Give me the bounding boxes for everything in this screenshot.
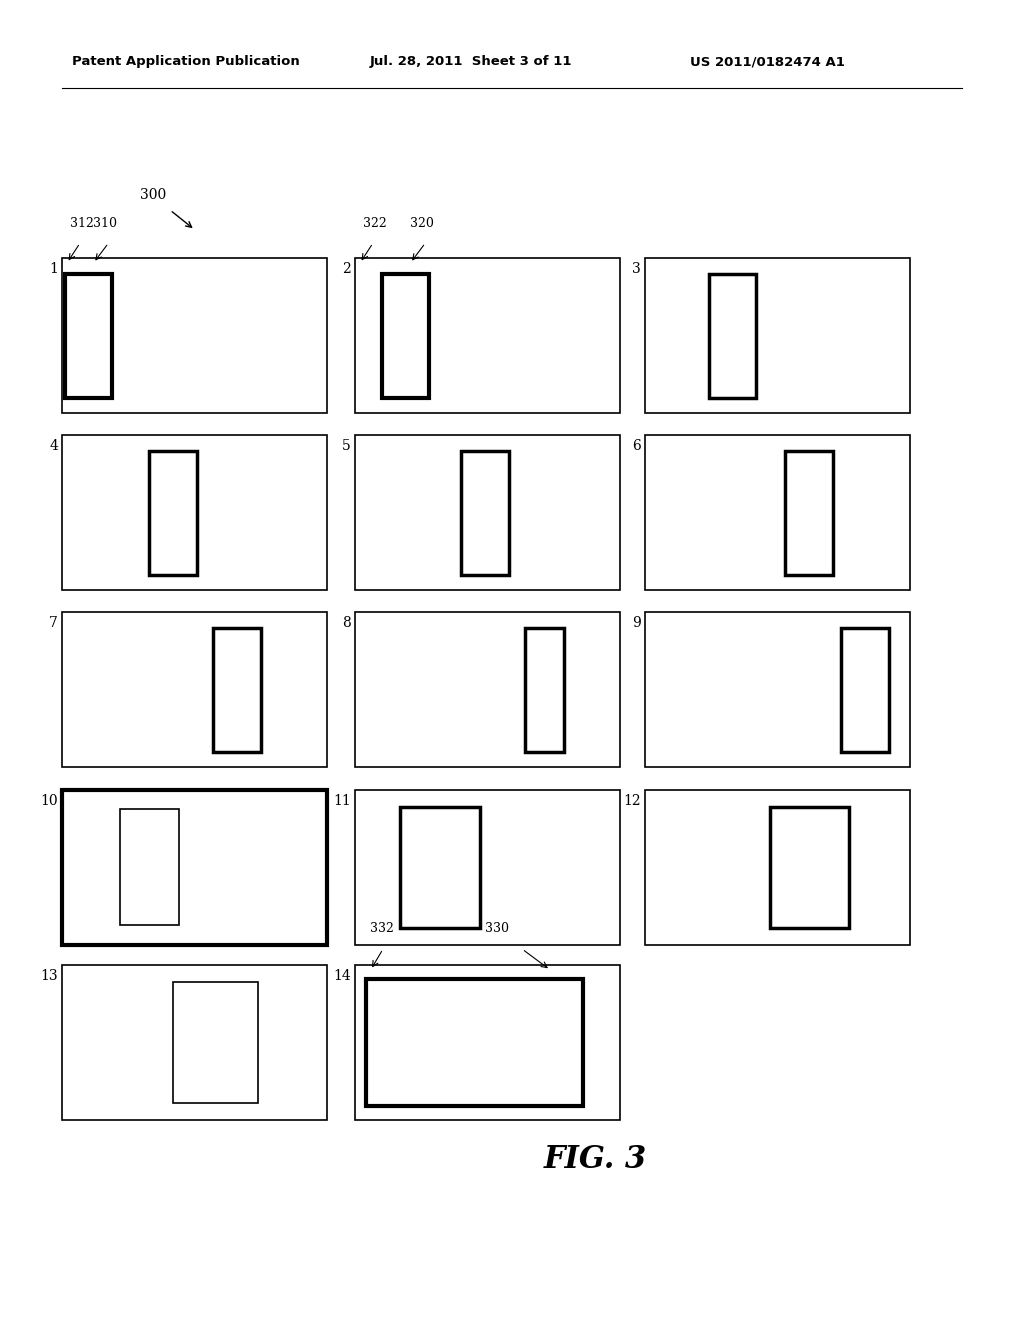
Text: 310: 310: [93, 216, 118, 230]
Text: 4: 4: [49, 440, 58, 453]
Text: 312: 312: [70, 216, 94, 230]
Bar: [785, 450, 834, 574]
Text: 3: 3: [632, 261, 641, 276]
Bar: [62, 612, 327, 767]
Text: 5: 5: [342, 440, 351, 453]
Bar: [366, 979, 583, 1106]
Text: 9: 9: [632, 616, 641, 630]
Text: Jul. 28, 2011  Sheet 3 of 11: Jul. 28, 2011 Sheet 3 of 11: [370, 55, 572, 69]
Bar: [461, 450, 509, 574]
Text: 2: 2: [342, 261, 351, 276]
Bar: [213, 627, 261, 751]
Bar: [770, 807, 849, 928]
Bar: [355, 612, 620, 767]
Bar: [355, 436, 620, 590]
Bar: [645, 612, 910, 767]
Text: 320: 320: [411, 216, 434, 230]
Bar: [65, 273, 113, 397]
Bar: [645, 257, 910, 413]
Bar: [382, 273, 429, 397]
Bar: [355, 965, 620, 1119]
Text: 332: 332: [370, 921, 394, 935]
Bar: [645, 436, 910, 590]
Bar: [709, 273, 757, 397]
Text: 300: 300: [140, 187, 166, 202]
Text: 1: 1: [49, 261, 58, 276]
Text: FIG. 3: FIG. 3: [544, 1144, 646, 1176]
Bar: [62, 436, 327, 590]
Bar: [62, 789, 327, 945]
Text: Patent Application Publication: Patent Application Publication: [72, 55, 300, 69]
Text: 10: 10: [40, 795, 58, 808]
Text: US 2011/0182474 A1: US 2011/0182474 A1: [690, 55, 845, 69]
Bar: [62, 257, 327, 413]
Bar: [645, 789, 910, 945]
Text: 11: 11: [333, 795, 351, 808]
Bar: [355, 789, 620, 945]
Text: 13: 13: [40, 969, 58, 983]
Text: 12: 12: [624, 795, 641, 808]
Bar: [62, 965, 327, 1119]
Bar: [400, 807, 479, 928]
Bar: [150, 450, 198, 574]
Bar: [524, 627, 564, 751]
Text: 7: 7: [49, 616, 58, 630]
Bar: [355, 257, 620, 413]
Bar: [841, 627, 889, 751]
Text: 8: 8: [342, 616, 351, 630]
Text: 14: 14: [333, 969, 351, 983]
Text: 322: 322: [362, 216, 387, 230]
Bar: [120, 809, 178, 925]
Text: 6: 6: [632, 440, 641, 453]
Text: 330: 330: [485, 921, 509, 935]
Bar: [173, 982, 258, 1104]
